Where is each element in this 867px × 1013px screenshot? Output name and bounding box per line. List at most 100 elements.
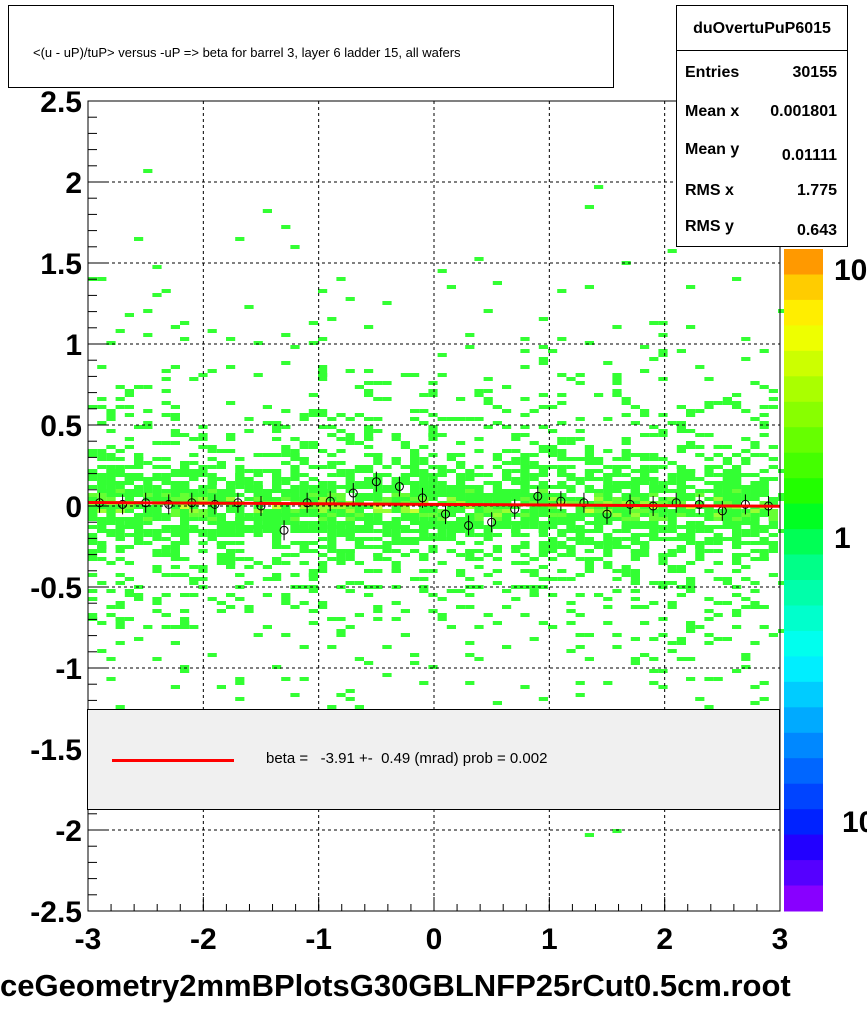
heatmap-cell xyxy=(612,529,622,533)
heatmap-cell xyxy=(649,489,659,493)
heatmap-cell xyxy=(318,553,328,557)
heatmap-cell xyxy=(456,465,466,469)
heatmap-cell xyxy=(732,401,742,405)
heatmap-cell xyxy=(308,489,318,493)
heatmap-cell xyxy=(373,473,383,477)
heatmap-cell xyxy=(566,553,576,557)
heatmap-cell xyxy=(97,525,107,529)
heatmap-cell xyxy=(115,625,125,629)
heatmap-cell xyxy=(106,657,116,661)
heatmap-cell xyxy=(345,513,355,517)
heatmap-cell xyxy=(630,541,640,545)
heatmap-cell xyxy=(428,425,438,429)
heatmap-cell xyxy=(318,605,328,609)
heatmap-cell xyxy=(180,505,190,509)
heatmap-cell xyxy=(538,585,548,589)
heatmap-cell xyxy=(419,537,429,541)
heatmap-cell xyxy=(124,389,134,393)
heatmap-cell xyxy=(741,449,751,453)
heatmap-cell xyxy=(161,473,171,477)
heatmap-cell xyxy=(658,377,668,381)
heatmap-cell xyxy=(456,525,466,529)
heatmap-cell xyxy=(143,333,153,337)
heatmap-cell xyxy=(226,605,236,609)
heatmap-cell xyxy=(235,533,245,537)
heatmap-cell xyxy=(557,509,567,513)
heatmap-cell xyxy=(520,513,530,517)
heatmap-cell xyxy=(722,521,732,525)
heatmap-cell xyxy=(548,465,558,469)
heatmap-cell xyxy=(161,389,171,393)
heatmap-cell xyxy=(667,649,677,653)
heatmap-cell xyxy=(235,485,245,489)
heatmap-cell xyxy=(180,433,190,437)
heatmap-cell xyxy=(759,541,769,545)
heatmap-cell xyxy=(189,577,199,581)
heatmap-cell xyxy=(262,489,272,493)
heatmap-cell xyxy=(290,573,300,577)
heatmap-cell xyxy=(106,417,116,421)
heatmap-cell xyxy=(584,657,594,661)
heatmap-cell xyxy=(354,493,364,497)
heatmap-cell xyxy=(382,557,392,561)
heatmap-cell xyxy=(538,545,548,549)
heatmap-cell xyxy=(382,645,392,649)
heatmap-cell xyxy=(336,561,346,565)
heatmap-cell xyxy=(492,465,502,469)
heatmap-cell xyxy=(713,677,723,681)
heatmap-cell xyxy=(226,549,236,553)
heatmap-cell xyxy=(741,657,751,661)
heatmap-cell xyxy=(658,333,668,337)
heatmap-cell xyxy=(612,325,622,329)
heatmap-cell xyxy=(226,557,236,561)
heatmap-cell xyxy=(419,461,429,465)
heatmap-cell xyxy=(649,481,659,485)
heatmap-cell xyxy=(750,685,760,689)
heatmap-cell xyxy=(465,473,475,477)
heatmap-cell xyxy=(318,521,328,525)
heatmap-cell xyxy=(226,401,236,405)
heatmap-cell xyxy=(262,493,272,497)
heatmap-cell xyxy=(318,493,328,497)
heatmap-cell xyxy=(327,489,337,493)
heatmap-cell xyxy=(161,289,171,293)
heatmap-cell xyxy=(621,497,631,501)
heatmap-cell xyxy=(511,449,521,453)
heatmap-cell xyxy=(492,569,502,573)
heatmap-cell xyxy=(143,493,153,497)
heatmap-cell xyxy=(695,501,705,505)
heatmap-cell xyxy=(373,461,383,465)
heatmap-cell xyxy=(106,505,116,509)
heatmap-cell xyxy=(492,405,502,409)
heatmap-cell xyxy=(649,469,659,473)
heatmap-cell xyxy=(198,529,208,533)
heatmap-cell xyxy=(281,449,291,453)
heatmap-cell xyxy=(474,541,484,545)
heatmap-cell xyxy=(584,569,594,573)
heatmap-cell xyxy=(253,529,263,533)
heatmap-cell xyxy=(732,625,742,629)
heatmap-cell xyxy=(511,497,521,501)
heatmap-cell xyxy=(207,517,217,521)
heatmap-cell xyxy=(538,449,548,453)
heatmap-cell xyxy=(299,489,309,493)
heatmap-cell xyxy=(658,517,668,521)
heatmap-cell xyxy=(713,517,723,521)
heatmap-cell xyxy=(143,409,153,413)
heatmap-cell xyxy=(235,697,245,701)
heatmap-cell xyxy=(732,485,742,489)
heatmap-cell xyxy=(354,505,364,509)
heatmap-cell xyxy=(695,549,705,553)
heatmap-cell xyxy=(520,365,530,369)
heatmap-cell xyxy=(115,705,125,709)
heatmap-cell xyxy=(511,513,521,517)
heatmap-cell xyxy=(354,481,364,485)
heatmap-cell xyxy=(299,521,309,525)
heatmap-cell xyxy=(189,593,199,597)
heatmap-cell xyxy=(419,473,429,477)
heatmap-cell xyxy=(520,613,530,617)
heatmap-cell xyxy=(529,505,539,509)
heatmap-cell xyxy=(345,505,355,509)
heatmap-cell xyxy=(115,473,125,477)
heatmap-cell xyxy=(364,485,374,489)
